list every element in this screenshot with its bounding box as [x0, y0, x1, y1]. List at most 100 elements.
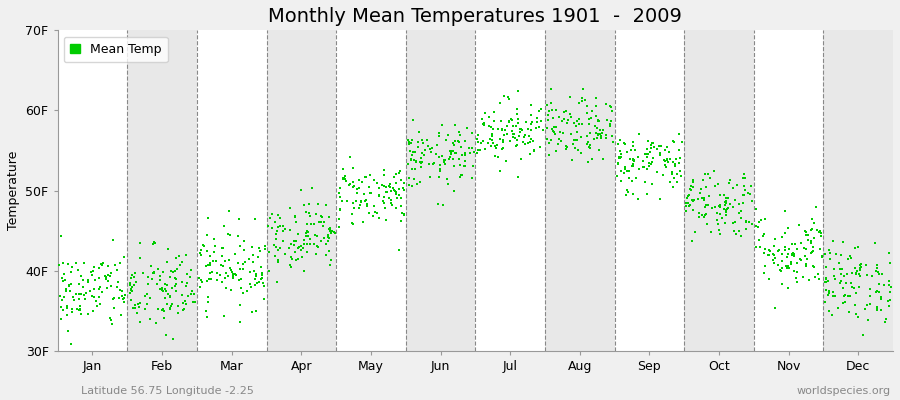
Point — [718, 202, 733, 208]
Point — [723, 201, 737, 208]
Point — [76, 276, 90, 283]
Point — [160, 246, 175, 252]
Point — [548, 131, 562, 137]
Point — [626, 157, 641, 163]
Point — [826, 292, 841, 299]
Point — [591, 118, 606, 124]
Point — [310, 232, 324, 239]
Point — [128, 302, 142, 308]
Point — [681, 203, 696, 210]
Point — [664, 171, 679, 178]
Point — [530, 119, 544, 125]
Point — [749, 223, 763, 229]
Point — [497, 132, 511, 138]
Point — [542, 108, 556, 114]
Point — [122, 290, 137, 296]
Point — [574, 98, 589, 104]
Point — [767, 252, 781, 258]
Point — [471, 147, 485, 153]
Point — [533, 144, 547, 150]
Point — [698, 194, 712, 201]
Point — [784, 261, 798, 267]
Point — [236, 261, 250, 268]
Point — [395, 210, 410, 216]
Point — [251, 245, 266, 251]
Point — [163, 274, 177, 280]
Point — [617, 166, 632, 173]
Point — [404, 156, 419, 162]
Point — [224, 286, 238, 293]
Point — [610, 160, 625, 166]
Point — [333, 185, 347, 191]
Point — [158, 295, 172, 301]
Point — [447, 122, 462, 128]
Point — [844, 279, 859, 286]
Point — [610, 172, 625, 179]
Point — [412, 129, 427, 136]
Point — [322, 224, 337, 231]
Point — [432, 133, 446, 140]
Point — [684, 183, 698, 189]
Point — [698, 212, 712, 218]
Bar — [127, 30, 197, 351]
Point — [680, 203, 694, 210]
Point — [660, 157, 674, 164]
Point — [70, 267, 85, 273]
Point — [583, 145, 598, 152]
Point — [222, 264, 237, 271]
Point — [768, 255, 782, 262]
Point — [762, 276, 777, 282]
Point — [175, 259, 189, 266]
Point — [196, 242, 211, 248]
Point — [255, 270, 269, 276]
Point — [644, 159, 659, 165]
Point — [672, 168, 687, 174]
Point — [335, 198, 349, 204]
Point — [466, 163, 481, 170]
Point — [377, 167, 392, 173]
Point — [681, 192, 696, 198]
Point — [625, 163, 639, 169]
Point — [422, 174, 436, 180]
Point — [784, 258, 798, 265]
Point — [56, 260, 70, 266]
Point — [626, 156, 640, 162]
Point — [310, 242, 324, 249]
Point — [506, 122, 520, 129]
Point — [323, 228, 338, 234]
Point — [68, 297, 82, 303]
Point — [453, 174, 467, 180]
Point — [525, 119, 539, 126]
Point — [780, 253, 795, 260]
Point — [613, 155, 627, 161]
Point — [435, 153, 449, 159]
Point — [374, 182, 389, 188]
Point — [775, 265, 789, 272]
Point — [739, 218, 753, 224]
Point — [200, 314, 214, 320]
Point — [710, 209, 724, 216]
Point — [106, 296, 121, 302]
Point — [523, 139, 537, 145]
Point — [151, 306, 166, 312]
Point — [104, 270, 118, 276]
Point — [219, 270, 233, 276]
Point — [441, 181, 455, 187]
Point — [308, 232, 322, 239]
Point — [801, 232, 815, 238]
Point — [153, 276, 167, 283]
Point — [173, 262, 187, 268]
Point — [569, 122, 583, 129]
Point — [718, 211, 733, 218]
Point — [698, 204, 713, 210]
Point — [302, 210, 317, 216]
Point — [350, 186, 365, 192]
Point — [517, 134, 531, 140]
Point — [583, 130, 598, 136]
Point — [383, 184, 398, 190]
Point — [589, 130, 603, 136]
Point — [733, 228, 747, 234]
Point — [338, 173, 352, 179]
Point — [389, 170, 403, 177]
Point — [790, 269, 805, 275]
